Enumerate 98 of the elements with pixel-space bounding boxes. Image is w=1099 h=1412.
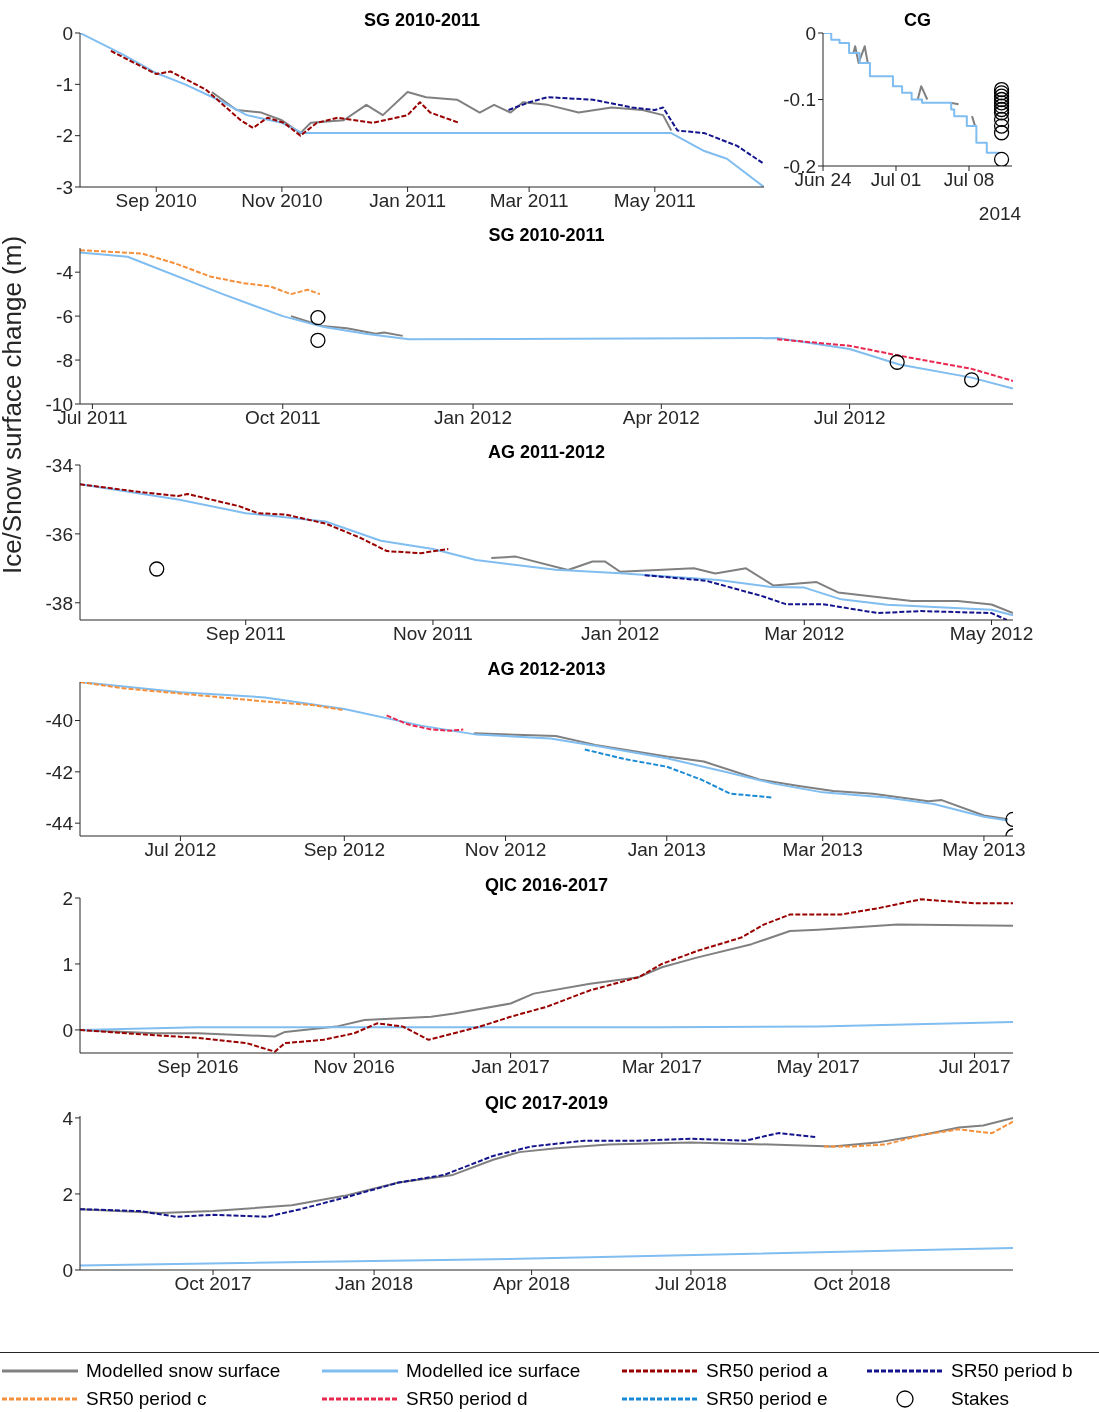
x-tick-label: May 2011 (613, 190, 696, 212)
y-tick-label: -38 (45, 592, 73, 614)
x-tick-label: Mar 2012 (764, 623, 845, 645)
y-tick-label: -1 (56, 74, 73, 96)
legend-label: SR50 period e (706, 1388, 828, 1410)
x-tick-label: Jan 2018 (334, 1273, 414, 1295)
x-tick-label: Jan 2012 (433, 407, 513, 429)
x-tick-label: Nov 2016 (313, 1056, 395, 1078)
line-series (507, 96, 764, 165)
y-tick-label: 0 (62, 1019, 73, 1041)
line-series (776, 338, 1013, 382)
x-tick-label: Nov 2012 (464, 839, 547, 861)
y-tick-label: -44 (45, 812, 74, 834)
x-tick-label: Jul 2012 (813, 407, 886, 429)
chart-title: AG 2011-2012 (486, 441, 607, 463)
y-tick-label: -34 (45, 454, 74, 476)
x-tick-label: Jan 2012 (581, 623, 660, 645)
x-tick-label: Mar 2011 (489, 190, 569, 212)
x-tick-label: May 2013 (942, 839, 1026, 861)
point (993, 81, 1010, 98)
x-tick-label: Mar 2017 (621, 1056, 702, 1078)
point (993, 111, 1010, 128)
x-tick-label: Nov 2010 (241, 190, 323, 212)
x-tick-label: Jul 2012 (144, 839, 217, 861)
y-tick-label: -6 (56, 305, 73, 327)
legend-label: SR50 period c (86, 1388, 207, 1410)
y-tick-label: -2 (56, 125, 73, 147)
y-tick-label: -3 (56, 176, 73, 198)
y-tick-label: 1 (62, 953, 73, 975)
x-tick-label: Sep 2012 (303, 839, 385, 861)
x-tick-label: Jan 2017 (471, 1056, 550, 1078)
y-tick-label: 0 (62, 22, 73, 44)
y-tick-label: 2 (62, 887, 73, 909)
point (993, 105, 1010, 121)
x-tick-label: Jul 01 (870, 169, 922, 191)
x-tick-label: Sep 2016 (157, 1056, 239, 1078)
legend-label: SR50 period d (406, 1388, 528, 1410)
legend-label: SR50 period b (951, 1360, 1073, 1382)
line-series (210, 91, 673, 135)
x-tick-label: Oct 2017 (174, 1273, 252, 1295)
x-tick-label: Jul 2017 (938, 1056, 1011, 1078)
x-tick-label: Oct 2018 (813, 1273, 891, 1295)
y-tick-label: -4 (56, 261, 74, 283)
chart-title: AG 2012-2013 (486, 658, 607, 680)
y-tick-label: 2 (62, 1183, 73, 1205)
chart-title: QIC 2017-2019 (483, 1092, 610, 1114)
x-tick-label: Sep 2010 (115, 190, 197, 212)
line-series (80, 483, 450, 555)
x-axis-title: 2014 (978, 203, 1022, 224)
chart-title: CG (903, 9, 932, 31)
point (993, 118, 1010, 134)
point (993, 91, 1010, 108)
line-series (583, 748, 774, 799)
line-series (80, 898, 1013, 1053)
point (993, 101, 1010, 118)
y-tick-label: -40 (45, 710, 73, 732)
line-series (490, 555, 1013, 615)
chart-title: SG 2010-2011 (487, 224, 606, 246)
point (310, 332, 326, 348)
line-series (80, 1132, 817, 1218)
x-tick-label: May 2012 (949, 623, 1034, 645)
line-series (109, 49, 461, 137)
x-tick-label: Jul 2018 (654, 1273, 727, 1295)
y-tick-label: -0.1 (783, 89, 816, 111)
point (963, 372, 980, 388)
x-tick-label: Nov 2011 (392, 623, 473, 645)
point (993, 151, 1010, 166)
chart-title: SG 2010-2011 (362, 9, 482, 31)
line-series (80, 249, 321, 296)
y-tick-label: 0 (62, 1259, 73, 1281)
point (993, 125, 1010, 141)
y-axis-title: Ice/Snow surface change (m) (0, 235, 28, 575)
y-tick-label: -8 (56, 349, 73, 371)
line-series (80, 251, 1013, 390)
y-tick-label: 4 (62, 1107, 74, 1129)
legend-label: SR50 period a (706, 1360, 828, 1382)
x-tick-label: May 2017 (776, 1056, 860, 1078)
y-tick-label: 0 (805, 22, 816, 44)
legend-label: Modelled snow surface (86, 1360, 281, 1382)
point (889, 354, 905, 370)
x-tick-label: Jan 2013 (627, 839, 706, 861)
x-tick-label: Sep 2011 (205, 623, 286, 645)
x-tick-label: Apr 2012 (622, 407, 700, 429)
x-tick-label: Jan 2011 (369, 190, 446, 212)
y-tick-label: -36 (45, 523, 73, 545)
legend-label: Modelled ice surface (406, 1360, 581, 1382)
point (310, 310, 326, 326)
x-tick-label: Apr 2018 (493, 1273, 571, 1295)
line-series (385, 714, 465, 732)
legend-label: Stakes (951, 1388, 1010, 1410)
x-tick-label: Mar 2013 (782, 839, 863, 861)
line-series (80, 483, 1013, 617)
x-tick-label: Jul 08 (943, 169, 995, 191)
line-series (822, 1120, 1013, 1148)
x-tick-label: Oct 2011 (244, 407, 321, 429)
chart-title: QIC 2016-2017 (483, 874, 610, 896)
y-tick-label: -42 (45, 761, 73, 783)
line-series (643, 574, 1008, 620)
